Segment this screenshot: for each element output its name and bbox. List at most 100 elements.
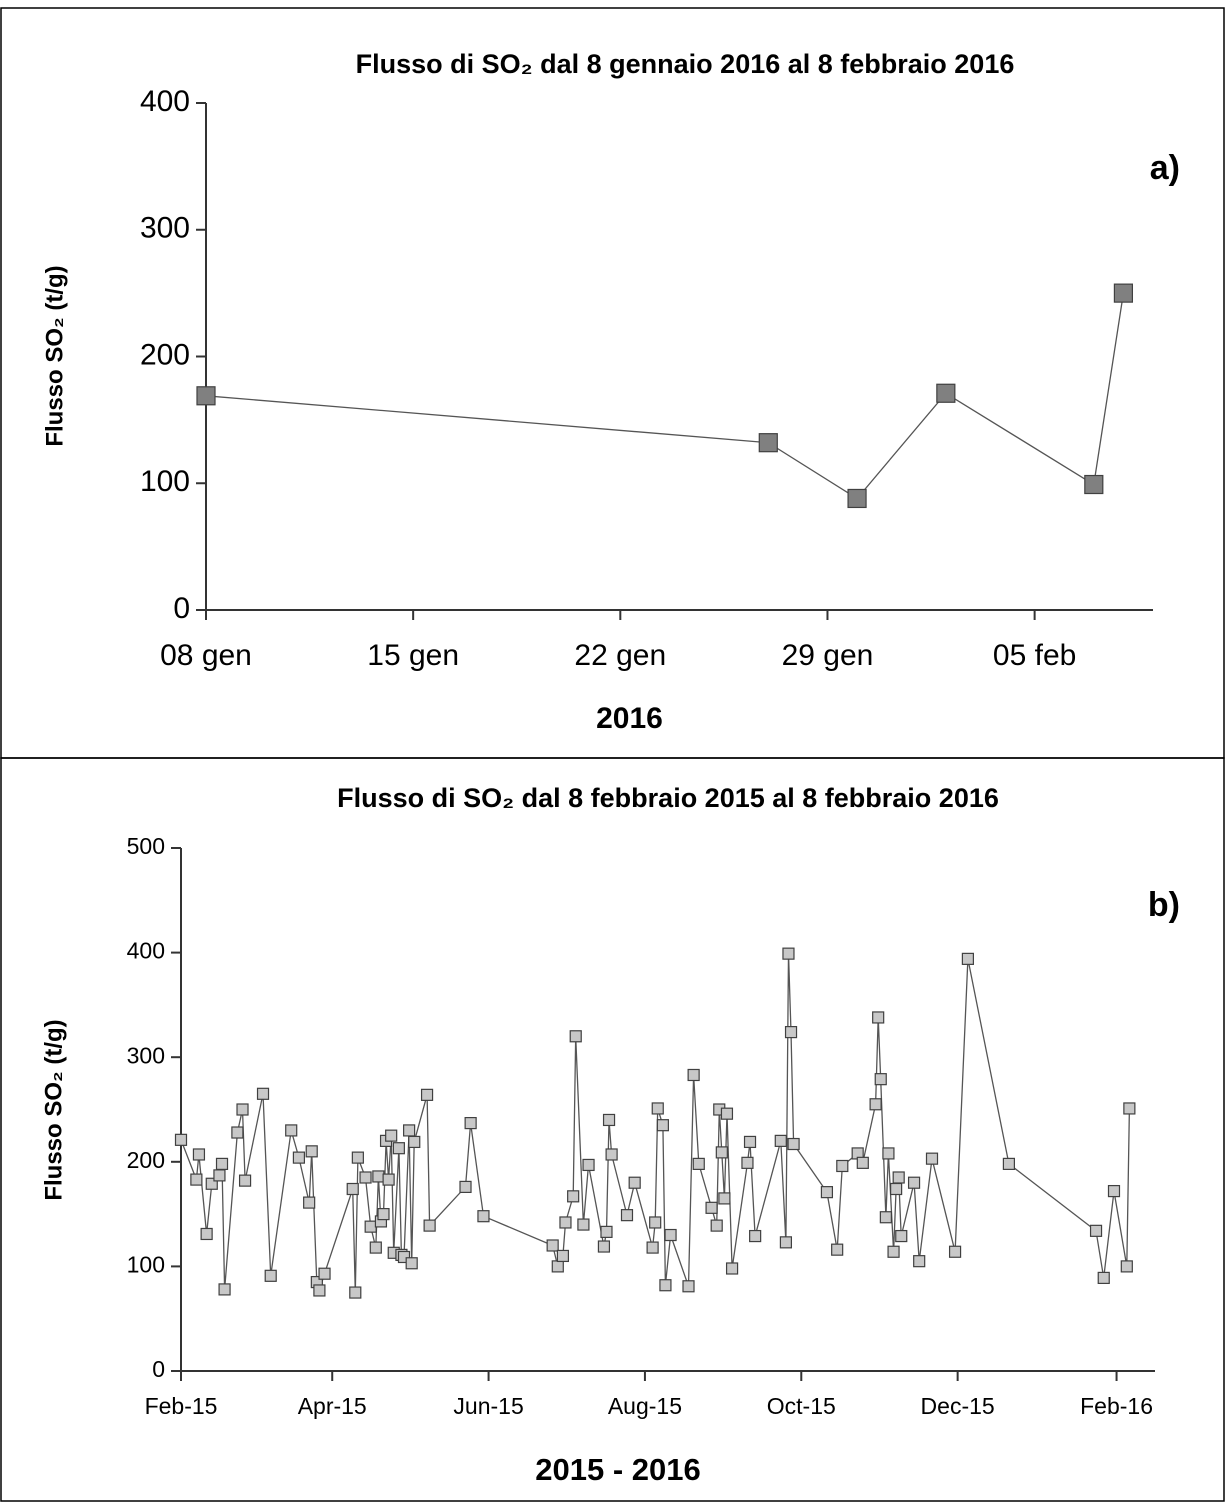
data-point bbox=[687, 1068, 700, 1082]
data-point bbox=[1120, 1260, 1133, 1273]
data-point bbox=[649, 1216, 662, 1229]
data-point bbox=[907, 1176, 921, 1189]
data-point bbox=[651, 1102, 664, 1115]
x-tick-label: Feb-16 bbox=[1080, 1393, 1153, 1419]
data-point bbox=[597, 1240, 611, 1253]
data-point bbox=[196, 386, 216, 406]
y-tick-label: 100 bbox=[127, 1251, 165, 1277]
y-tick-label: 400 bbox=[140, 85, 190, 118]
x-axis-label: 2015 - 2016 bbox=[535, 1452, 700, 1487]
data-point bbox=[313, 1284, 326, 1297]
data-point bbox=[628, 1176, 641, 1189]
data-point bbox=[359, 1171, 372, 1184]
data-point bbox=[420, 1088, 434, 1101]
data-point bbox=[215, 1157, 229, 1170]
data-point bbox=[890, 1182, 903, 1196]
data-point bbox=[256, 1087, 270, 1100]
data-point bbox=[569, 1030, 582, 1043]
data-point bbox=[925, 1152, 939, 1165]
data-point bbox=[882, 1147, 895, 1160]
data-point bbox=[869, 1098, 882, 1111]
data-point bbox=[403, 1124, 416, 1137]
data-point bbox=[392, 1142, 405, 1155]
data-point bbox=[874, 1073, 887, 1086]
data-point bbox=[659, 1279, 672, 1292]
y-tick-label: 100 bbox=[140, 465, 190, 498]
data-point bbox=[725, 1262, 739, 1275]
data-point bbox=[820, 1186, 834, 1199]
data-point bbox=[872, 1011, 885, 1024]
y-tick-label: 200 bbox=[127, 1147, 165, 1173]
chart-title: Flusso di SO₂ dal 8 febbraio 2015 al 8 f… bbox=[337, 783, 999, 813]
data-point bbox=[1107, 1184, 1121, 1198]
data-point bbox=[664, 1228, 677, 1242]
data-point bbox=[559, 1216, 572, 1229]
data-point bbox=[720, 1107, 734, 1120]
data-point bbox=[218, 1283, 231, 1296]
data-point bbox=[236, 1103, 249, 1116]
y-tick-label: 500 bbox=[127, 833, 165, 859]
x-tick-label: Feb-15 bbox=[145, 1393, 218, 1419]
data-point bbox=[892, 1171, 905, 1184]
data-point bbox=[710, 1219, 723, 1232]
data-point bbox=[1097, 1271, 1110, 1285]
data-point bbox=[405, 1257, 418, 1270]
data-point bbox=[556, 1249, 570, 1263]
y-tick-label: 0 bbox=[152, 1356, 165, 1382]
data-point bbox=[758, 433, 778, 453]
x-tick-label: 08 gen bbox=[160, 639, 252, 672]
panel-label: b) bbox=[1148, 886, 1180, 924]
panel-label: a) bbox=[1150, 149, 1180, 187]
data-point bbox=[836, 1159, 849, 1173]
data-point bbox=[856, 1156, 869, 1169]
data-point bbox=[567, 1190, 580, 1203]
x-tick-label: Dec-15 bbox=[921, 1393, 995, 1419]
data-point bbox=[285, 1124, 298, 1137]
data-point bbox=[620, 1209, 634, 1222]
data-point bbox=[1113, 283, 1134, 303]
x-tick-label: 29 gen bbox=[782, 639, 874, 672]
chart-title: Flusso di SO₂ dal 8 gennaio 2016 al 8 fe… bbox=[356, 49, 1015, 79]
data-point bbox=[546, 1239, 559, 1252]
data-point bbox=[913, 1255, 926, 1268]
data-point bbox=[831, 1243, 844, 1256]
data-point bbox=[238, 1174, 252, 1187]
x-tick-label: Oct-15 bbox=[767, 1393, 836, 1419]
data-point bbox=[205, 1177, 218, 1190]
data-line bbox=[205, 293, 1125, 500]
data-point bbox=[292, 1151, 306, 1164]
data-point bbox=[887, 1245, 900, 1258]
data-point bbox=[190, 1173, 203, 1186]
data-point bbox=[346, 1182, 359, 1196]
data-point bbox=[646, 1241, 659, 1254]
x-tick-label: Jun-15 bbox=[453, 1393, 523, 1419]
data-point bbox=[174, 1133, 188, 1146]
data-point bbox=[408, 1135, 421, 1149]
data-point bbox=[784, 1025, 798, 1039]
data-point bbox=[264, 1269, 277, 1282]
data-point bbox=[397, 1250, 411, 1264]
data-point bbox=[741, 1156, 754, 1169]
data-point bbox=[377, 1207, 390, 1221]
y-tick-label: 0 bbox=[173, 592, 190, 625]
data-point bbox=[774, 1134, 787, 1147]
data-point bbox=[879, 1211, 892, 1224]
data-point bbox=[385, 1129, 398, 1142]
data-point bbox=[895, 1229, 908, 1243]
data-point bbox=[349, 1286, 362, 1299]
data-point bbox=[718, 1192, 731, 1205]
data-point bbox=[787, 1137, 800, 1151]
y-tick-label: 400 bbox=[127, 938, 165, 964]
data-point bbox=[1089, 1224, 1103, 1237]
data-point bbox=[847, 488, 867, 509]
data-point bbox=[692, 1157, 705, 1170]
data-point bbox=[351, 1151, 364, 1164]
data-point bbox=[369, 1241, 382, 1254]
data-point bbox=[423, 1219, 436, 1232]
y-tick-label: 200 bbox=[140, 338, 190, 371]
data-point bbox=[936, 383, 956, 403]
data-point bbox=[682, 1280, 695, 1293]
data-point bbox=[600, 1225, 613, 1238]
y-tick-label: 300 bbox=[127, 1042, 165, 1068]
